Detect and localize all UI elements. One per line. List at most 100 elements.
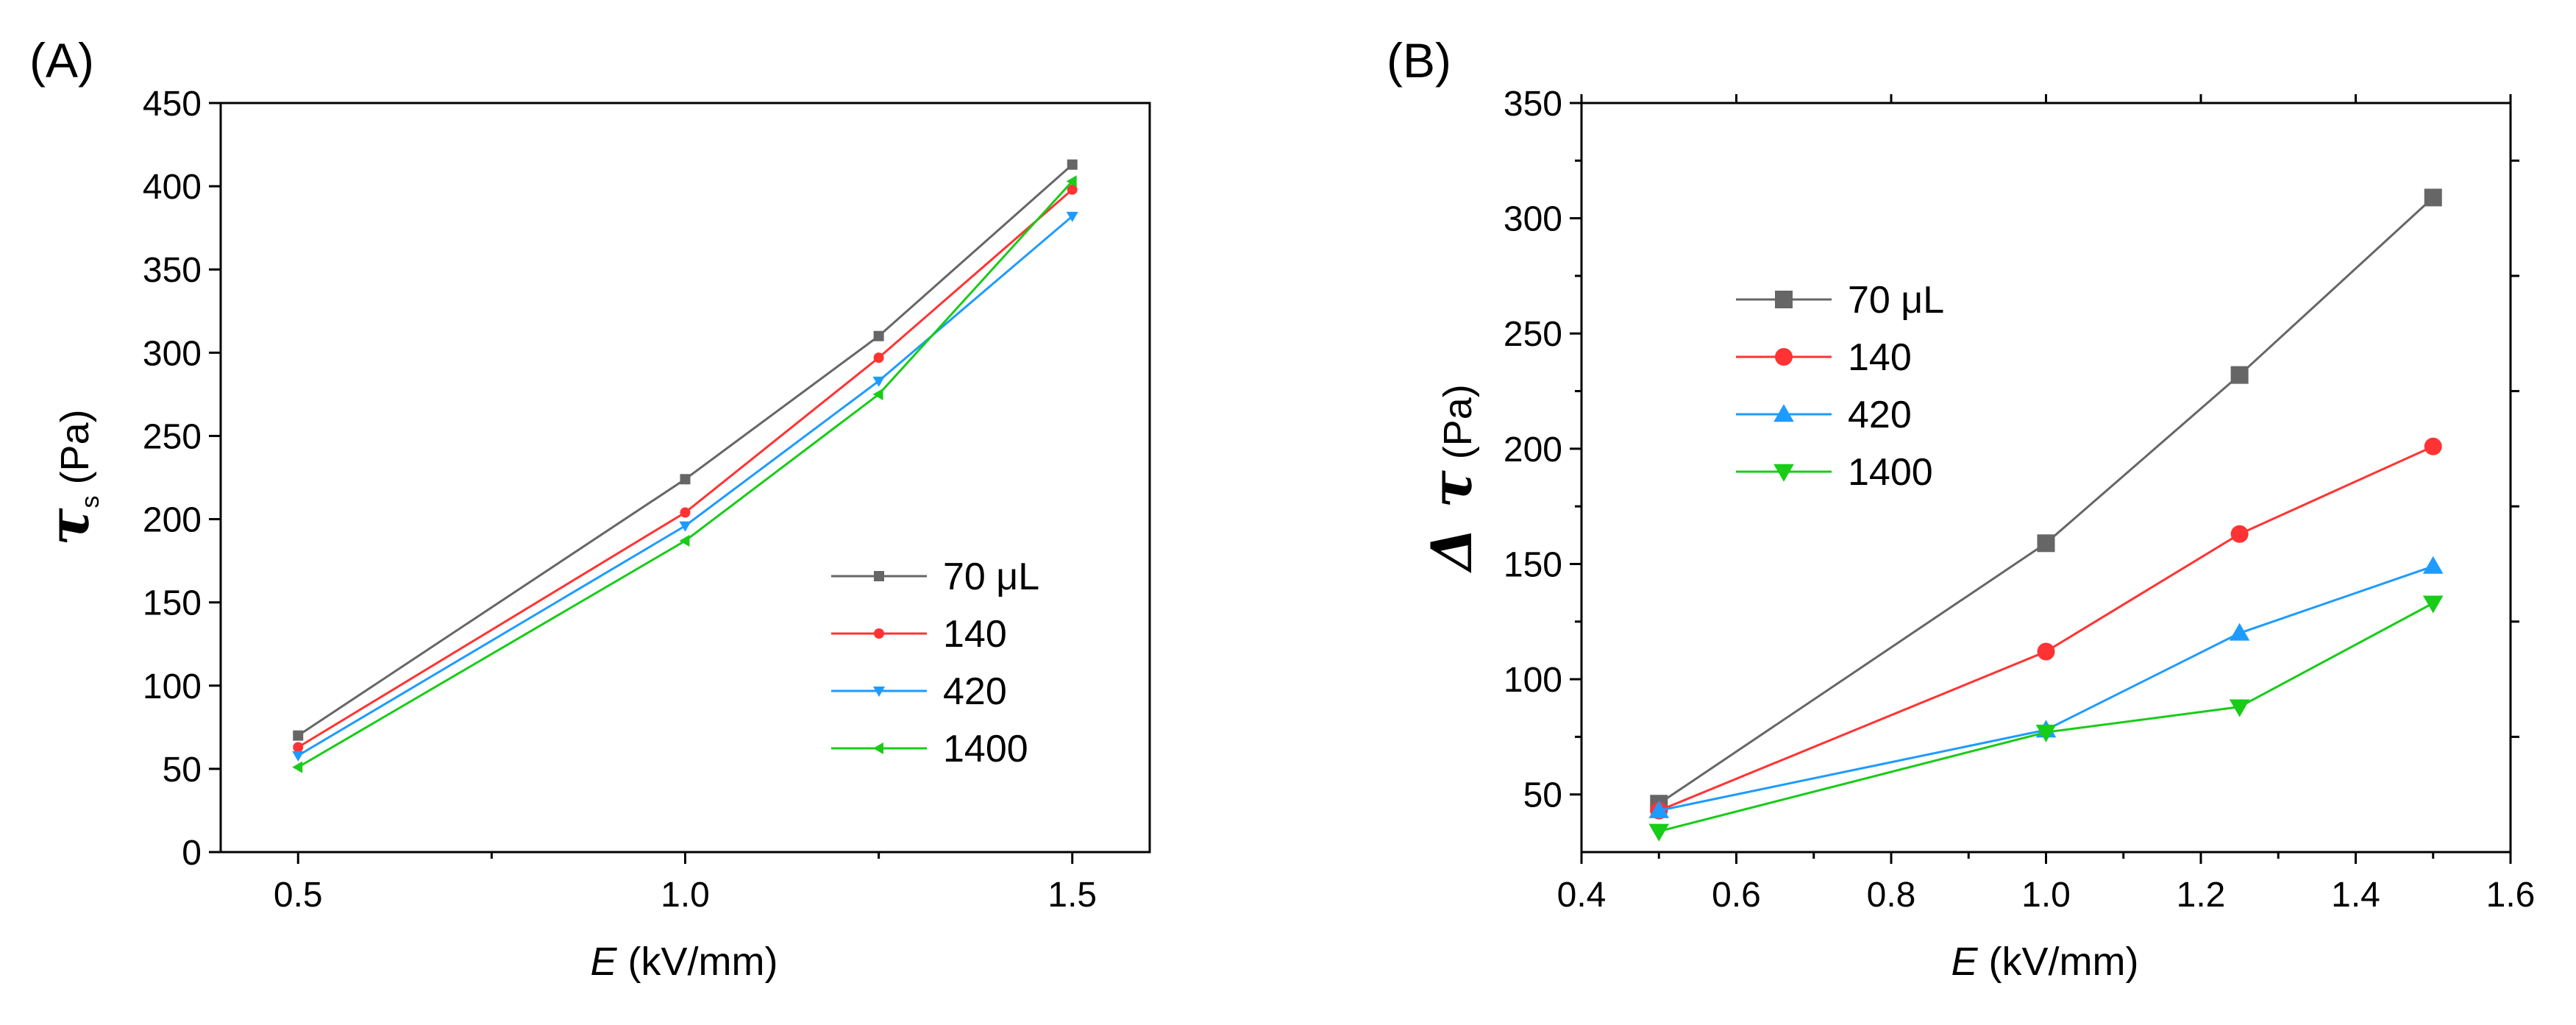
series-line: [297, 188, 1073, 748]
legend-label: 140: [1848, 336, 1912, 379]
data-point: [873, 330, 884, 341]
x-tick-label: 1.5: [1047, 876, 1097, 915]
data-point: [293, 730, 304, 741]
x-tick-label: 0.4: [1557, 876, 1607, 915]
data-point: [1648, 800, 1670, 818]
series-group: [1648, 188, 2444, 842]
legend-swatch-marker: [874, 628, 884, 639]
data-point: [1066, 175, 1077, 188]
data-point: [679, 534, 690, 547]
y-tick-label: 400: [143, 168, 202, 207]
y-axis-label: Δ τ (Pa): [1419, 384, 1484, 574]
data-point: [2422, 595, 2444, 614]
y-axis-label-unit: (Pa): [53, 409, 97, 495]
data-point: [1066, 211, 1078, 222]
series-line: [1658, 445, 2434, 812]
data-point: [872, 376, 885, 387]
legend-swatch-marker: [874, 571, 884, 581]
series-line: [297, 163, 1073, 737]
data-point: [2037, 642, 2055, 661]
data-point: [680, 474, 691, 485]
legend-swatch-marker: [872, 687, 886, 698]
x-axis-label-unit: (kV/mm): [617, 940, 778, 984]
legend-swatch-marker: [1775, 291, 1793, 308]
legend: 70 μL 140 420 1400: [1736, 279, 1944, 494]
legend-label: 420: [943, 670, 1007, 713]
legend-label: 70 μL: [1848, 279, 1944, 322]
y-tick-label: 50: [1523, 776, 1562, 815]
panel-a: (A) 0 50 100 150 200 250 300 350 400 450 0.5 1.0 1.…: [29, 33, 1151, 984]
data-point: [2035, 724, 2057, 742]
x-axis-label: E (kV/mm): [591, 940, 778, 984]
y-tick-label: 250: [1504, 315, 1562, 354]
svg-text:τs (Pa): τs (Pa): [36, 409, 104, 545]
y-tick-label: 300: [1504, 200, 1562, 239]
y-tick-label: 450: [143, 85, 202, 124]
x-tick-label: 0.6: [1712, 876, 1761, 915]
panel-label: (B): [1387, 33, 1451, 88]
x-axis-label-var: E: [591, 940, 618, 984]
data-point: [679, 521, 691, 532]
data-point: [292, 761, 303, 773]
data-point: [872, 388, 883, 400]
data-point: [2422, 556, 2444, 574]
series-line: [297, 180, 1073, 768]
x-tick-label: 1.2: [2177, 876, 2226, 915]
data-point: [1067, 159, 1078, 170]
data-point: [2037, 534, 2055, 553]
y-tick-label: 300: [143, 334, 202, 373]
y-tick-label: 0: [182, 834, 202, 873]
panel-label: (A): [29, 33, 94, 88]
legend-swatch-marker: [1773, 404, 1794, 422]
legend-label: 1400: [1848, 451, 1933, 494]
data-point: [680, 507, 691, 518]
data-point: [293, 742, 304, 753]
svg-text:Δ τ (Pa): Δ τ (Pa): [1419, 384, 1484, 574]
series-line: [1658, 602, 2434, 833]
data-point: [2230, 366, 2249, 384]
x-tick-label: 1.6: [2486, 876, 2536, 915]
x-tick-label: 1.0: [661, 876, 710, 915]
data-point: [2229, 699, 2250, 717]
data-point: [2424, 188, 2442, 207]
data-point: [2230, 525, 2249, 543]
series-group: [292, 159, 1078, 773]
data-point: [2229, 623, 2250, 641]
y-tick-label: 250: [143, 417, 202, 456]
y-tick-label: 200: [1504, 430, 1562, 469]
y-axis-label-sub: s: [77, 495, 104, 508]
x-axis-label: E (kV/mm): [1951, 940, 2139, 984]
series-line: [297, 215, 1073, 757]
y-tick-label: 350: [1504, 85, 1562, 124]
y-axis: 0 50 100 150 200 250 300 350 400 450: [143, 85, 221, 873]
panel-b: (B) 50 100 150 200 250 300 350 0.4 0.6 0.8 1.0 1.2…: [1387, 33, 2535, 984]
x-tick-label: 0.8: [1867, 876, 1916, 915]
y-axis-label-symbol: τ: [36, 508, 102, 546]
x-axis-label-unit: (kV/mm): [1978, 940, 2139, 984]
series-line: [1658, 565, 2434, 812]
y-tick-label: 50: [163, 751, 202, 790]
x-axis-label-var: E: [1951, 940, 1979, 984]
legend-swatch-marker: [872, 742, 883, 755]
legend-label: 140: [943, 613, 1007, 656]
x-axis: 0.4 0.6 0.8 1.0 1.2 1.4 1.6: [1557, 94, 2536, 915]
legend-swatch-marker: [1775, 348, 1793, 366]
legend-label: 70 μL: [943, 556, 1039, 598]
y-tick-label: 100: [1504, 661, 1562, 700]
data-point: [1067, 184, 1078, 195]
series-line: [1658, 196, 2434, 805]
y-axis-label-unit: (Pa): [1436, 384, 1480, 470]
data-point: [2424, 437, 2442, 455]
data-point: [873, 352, 884, 363]
data-point: [292, 751, 305, 762]
legend-label: 1400: [943, 728, 1028, 770]
y-axis-label-symbol: Δ τ: [1419, 469, 1484, 573]
y-axis: 50 100 150 200 250 300 350: [1504, 85, 2519, 815]
x-axis: 0.5 1.0 1.5: [274, 852, 1097, 915]
y-axis-label: τs (Pa): [36, 409, 104, 545]
legend-label: 420: [1848, 394, 1912, 436]
x-tick-label: 1.4: [2331, 876, 2380, 915]
y-tick-label: 100: [143, 667, 202, 706]
legend: 70 μL 140 420 1400: [831, 556, 1039, 770]
